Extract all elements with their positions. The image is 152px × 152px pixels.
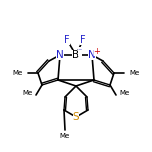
Text: N: N — [56, 50, 64, 60]
Text: Me: Me — [129, 70, 139, 76]
Text: Me: Me — [60, 133, 70, 139]
Text: ⁻: ⁻ — [78, 47, 82, 55]
Text: S: S — [73, 112, 79, 122]
Text: +: + — [94, 47, 100, 55]
Text: Me: Me — [119, 90, 129, 96]
Text: Me: Me — [23, 90, 33, 96]
Text: F: F — [64, 35, 70, 45]
Text: B: B — [73, 50, 79, 60]
Text: F: F — [80, 35, 86, 45]
Text: N: N — [88, 50, 96, 60]
Text: Me: Me — [13, 70, 23, 76]
